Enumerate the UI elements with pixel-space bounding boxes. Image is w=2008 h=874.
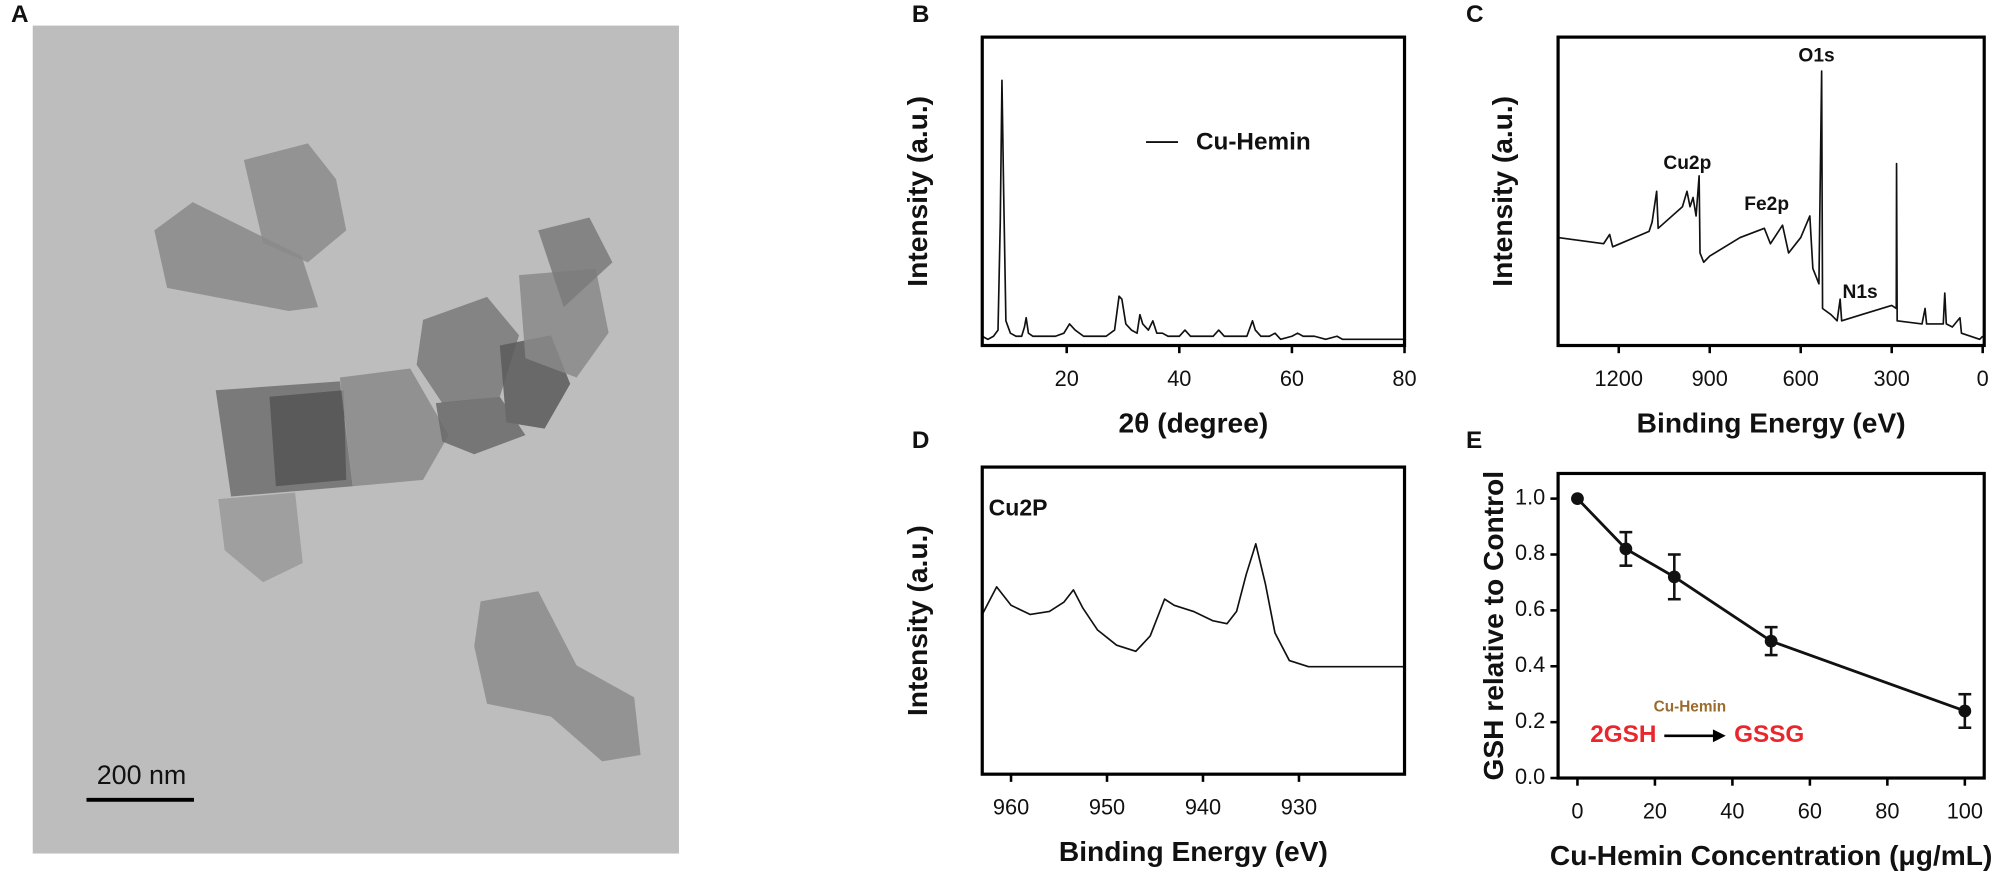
x-tick-label: 600 — [1783, 366, 1819, 391]
particle — [218, 492, 303, 583]
particle — [435, 396, 526, 455]
y-tick-label: 0.0 — [1515, 764, 1545, 789]
x-tick-label: 950 — [1089, 794, 1125, 819]
x-tick-label: 20 — [1643, 798, 1667, 823]
x-axis-title: Cu-Hemin Concentration (μg/mL) — [1550, 840, 1992, 871]
x-tick-label: 1200 — [1595, 366, 1643, 391]
plot-frame — [1556, 471, 1986, 780]
scale-bar-label: 200 nm — [97, 760, 187, 790]
data-line — [981, 543, 1405, 668]
data-point — [1764, 634, 1778, 648]
data-line — [1557, 70, 1984, 341]
particle — [154, 202, 319, 311]
particle — [519, 268, 609, 378]
x-tick-label: 40 — [1167, 366, 1191, 391]
annotation: Fe2p — [1744, 194, 1789, 215]
y-axis-title: Intensity (a.u.) — [902, 525, 933, 716]
x-tick-label: 60 — [1798, 798, 1822, 823]
x-tick-label: 0 — [1977, 366, 1989, 391]
y-tick-label: 0.2 — [1515, 708, 1545, 733]
particle — [416, 296, 520, 404]
x-tick-label: 960 — [993, 794, 1029, 819]
annotation: Cu-Hemin — [1654, 699, 1726, 716]
annotation: Cu2P — [989, 494, 1048, 520]
particle — [538, 217, 613, 308]
annotation: GSSG — [1734, 721, 1804, 748]
x-tick-label: 80 — [1875, 798, 1899, 823]
annotation: N1s — [1842, 282, 1877, 303]
particle — [474, 591, 641, 762]
data-point — [1571, 492, 1584, 506]
panel-label: C — [1466, 1, 1484, 28]
y-tick-label: 1.0 — [1515, 484, 1545, 509]
particle — [243, 143, 347, 263]
panel-label: E — [1466, 427, 1482, 454]
x-tick-label: 20 — [1055, 366, 1079, 391]
y-axis-title: Intensity (a.u.) — [1487, 96, 1518, 287]
annotation: Cu2p — [1663, 153, 1711, 174]
x-axis-title: Binding Energy (eV) — [1637, 407, 1906, 438]
x-tick-label: 940 — [1185, 794, 1221, 819]
reaction-arrowhead — [1712, 729, 1726, 743]
x-tick-label: 300 — [1874, 366, 1910, 391]
y-axis-title: GSH relative to Control — [1478, 471, 1509, 781]
x-tick-label: 40 — [1720, 798, 1744, 823]
panel-label: D — [912, 427, 930, 454]
x-tick-label: 60 — [1280, 366, 1304, 391]
data-line — [981, 79, 1405, 341]
y-tick-label: 0.6 — [1515, 596, 1545, 621]
data-point — [1958, 704, 1972, 718]
x-tick-label: 80 — [1392, 366, 1416, 391]
x-tick-label: 930 — [1281, 794, 1317, 819]
panel-label: B — [912, 1, 930, 28]
x-tick-label: 900 — [1692, 366, 1728, 391]
data-point — [1667, 570, 1681, 584]
plot-frame — [980, 35, 1407, 348]
plot-frame — [980, 465, 1407, 776]
x-axis-title: Binding Energy (eV) — [1059, 836, 1328, 867]
x-tick-label: 100 — [1947, 798, 1983, 823]
x-axis-title: 2θ (degree) — [1119, 407, 1269, 438]
particle — [269, 390, 347, 487]
y-tick-label: 0.8 — [1515, 540, 1545, 565]
legend-label: Cu-Hemin — [1196, 129, 1311, 156]
panel-label: A — [11, 1, 29, 28]
annotation: 2GSH — [1590, 721, 1656, 748]
x-tick-label: 0 — [1571, 798, 1583, 823]
particle — [339, 368, 449, 487]
annotation: O1s — [1798, 45, 1834, 66]
data-point — [1619, 542, 1633, 556]
y-tick-label: 0.4 — [1515, 652, 1545, 677]
data-line — [1576, 497, 1966, 713]
y-axis-title: Intensity (a.u.) — [902, 96, 933, 287]
plot-frame — [1556, 35, 1986, 348]
